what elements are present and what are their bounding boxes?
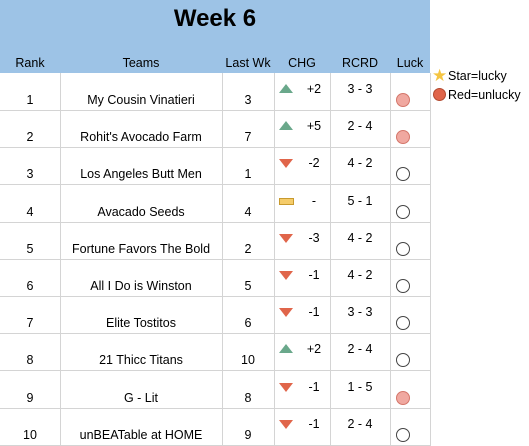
team-name-cell: Avacado Seeds — [97, 205, 185, 219]
rank-cell: 8 — [26, 353, 34, 367]
table-row: 9 G - Lit 8 -1 1 - 5 — [0, 371, 430, 409]
last-week-cell: 4 — [244, 205, 252, 219]
trend-down-icon — [279, 383, 293, 392]
rank-cell: 9 — [26, 391, 34, 405]
change-cell: -1 — [308, 380, 320, 394]
table-row: 2 Rohit's Avocado Farm 7 +5 2 - 4 — [0, 110, 430, 148]
header-last-wk: Last Wk — [225, 56, 271, 70]
table-row: 5 Fortune Favors The Bold 2 -3 4 - 2 — [0, 222, 430, 260]
trend-down-icon — [279, 271, 293, 280]
empty-circle-icon — [396, 353, 410, 367]
rank-cell: 6 — [26, 279, 34, 293]
last-week-cell: 7 — [244, 130, 252, 144]
header-rank: Rank — [15, 56, 45, 70]
table-row: 3 Los Angeles Butt Men 1 -2 4 - 2 — [0, 147, 430, 185]
trend-up-icon — [279, 121, 293, 130]
rank-cell: 5 — [26, 242, 34, 256]
empty-circle-icon — [396, 428, 410, 442]
record-cell: 4 - 2 — [347, 231, 373, 245]
team-name-cell: Fortune Favors The Bold — [71, 242, 211, 256]
record-cell: 2 - 4 — [347, 342, 373, 356]
last-week-cell: 1 — [244, 167, 252, 181]
change-cell: +5 — [306, 119, 322, 133]
change-cell: +2 — [306, 82, 322, 96]
legend-unlucky-label: Red=unlucky — [448, 88, 521, 102]
last-week-cell: 6 — [244, 316, 252, 330]
header-chg: CHG — [288, 56, 316, 70]
record-cell: 2 - 4 — [347, 119, 373, 133]
trend-up-icon — [279, 84, 293, 93]
empty-circle-icon — [396, 279, 410, 293]
last-week-cell: 2 — [244, 242, 252, 256]
trend-down-icon — [279, 159, 293, 168]
page-title: Week 6 — [173, 5, 257, 32]
last-week-cell: 8 — [244, 391, 252, 405]
star-icon: ★ — [432, 66, 448, 85]
header-luck: Luck — [396, 56, 424, 70]
change-cell: -2 — [308, 156, 320, 170]
team-name-cell: My Cousin Vinatieri — [87, 93, 195, 107]
team-name-cell: unBEATable at HOME — [79, 428, 203, 442]
team-name-cell: Rohit's Avocado Farm — [80, 130, 202, 144]
team-name-cell: Los Angeles Butt Men — [80, 167, 202, 181]
unlucky-circle-icon — [396, 130, 410, 144]
table-row: 4 Avacado Seeds 4 - 5 - 1 — [0, 185, 430, 223]
legend-lucky-label: Star=lucky — [448, 69, 507, 83]
empty-circle-icon — [396, 205, 410, 219]
unlucky-circle-icon — [396, 391, 410, 405]
trend-down-icon — [279, 420, 293, 429]
record-cell: 5 - 1 — [347, 194, 373, 208]
rank-cell: 1 — [26, 93, 34, 107]
change-cell: +2 — [306, 342, 322, 356]
change-cell: -1 — [308, 268, 320, 282]
rank-cell: 7 — [26, 316, 34, 330]
table-row: 7 Elite Tostitos 6 -1 3 - 3 — [0, 296, 430, 334]
record-cell: 4 - 2 — [347, 268, 373, 282]
trend-flat-icon — [279, 198, 294, 205]
table-row: 1 My Cousin Vinatieri 3 +2 3 - 3 — [0, 73, 430, 111]
change-cell: - — [311, 194, 317, 208]
change-cell: -1 — [308, 305, 320, 319]
rank-cell: 2 — [26, 130, 34, 144]
table-row: 10 unBEATable at HOME 9 -1 2 - 4 — [0, 408, 430, 446]
record-cell: 3 - 3 — [347, 82, 373, 96]
last-week-cell: 10 — [241, 353, 255, 367]
header-teams: Teams — [122, 56, 160, 70]
last-week-cell: 3 — [244, 93, 252, 107]
power-rankings-sheet: Week 6 Rank Teams Last Wk CHG RCRD Luck … — [0, 0, 431, 446]
empty-circle-icon — [396, 167, 410, 181]
team-name-cell: Elite Tostitos — [106, 316, 176, 330]
record-cell: 1 - 5 — [347, 380, 373, 394]
empty-circle-icon — [396, 242, 410, 256]
unlucky-circle-icon — [396, 93, 410, 107]
trend-down-icon — [279, 308, 293, 317]
rank-cell: 4 — [26, 205, 34, 219]
trend-up-icon — [279, 344, 293, 353]
record-cell: 3 - 3 — [347, 305, 373, 319]
change-cell: -3 — [308, 231, 320, 245]
header-rcrd: RCRD — [341, 56, 379, 70]
change-cell: -1 — [308, 417, 320, 431]
red-circle-icon — [433, 88, 446, 101]
trend-down-icon — [279, 234, 293, 243]
rank-cell: 3 — [26, 167, 34, 181]
record-cell: 4 - 2 — [347, 156, 373, 170]
team-name-cell: G - Lit — [123, 391, 159, 405]
title-band — [0, 0, 430, 73]
empty-circle-icon — [396, 316, 410, 330]
table-row: 8 21 Thicc Titans 10 +2 2 - 4 — [0, 333, 430, 371]
table-row: 6 All I Do is Winston 5 -1 4 - 2 — [0, 259, 430, 297]
record-cell: 2 - 4 — [347, 417, 373, 431]
rank-cell: 10 — [23, 428, 37, 442]
team-name-cell: 21 Thicc Titans — [99, 353, 183, 367]
column-divider — [430, 73, 431, 446]
last-week-cell: 9 — [244, 428, 252, 442]
last-week-cell: 5 — [244, 279, 252, 293]
team-name-cell: All I Do is Winston — [90, 279, 192, 293]
